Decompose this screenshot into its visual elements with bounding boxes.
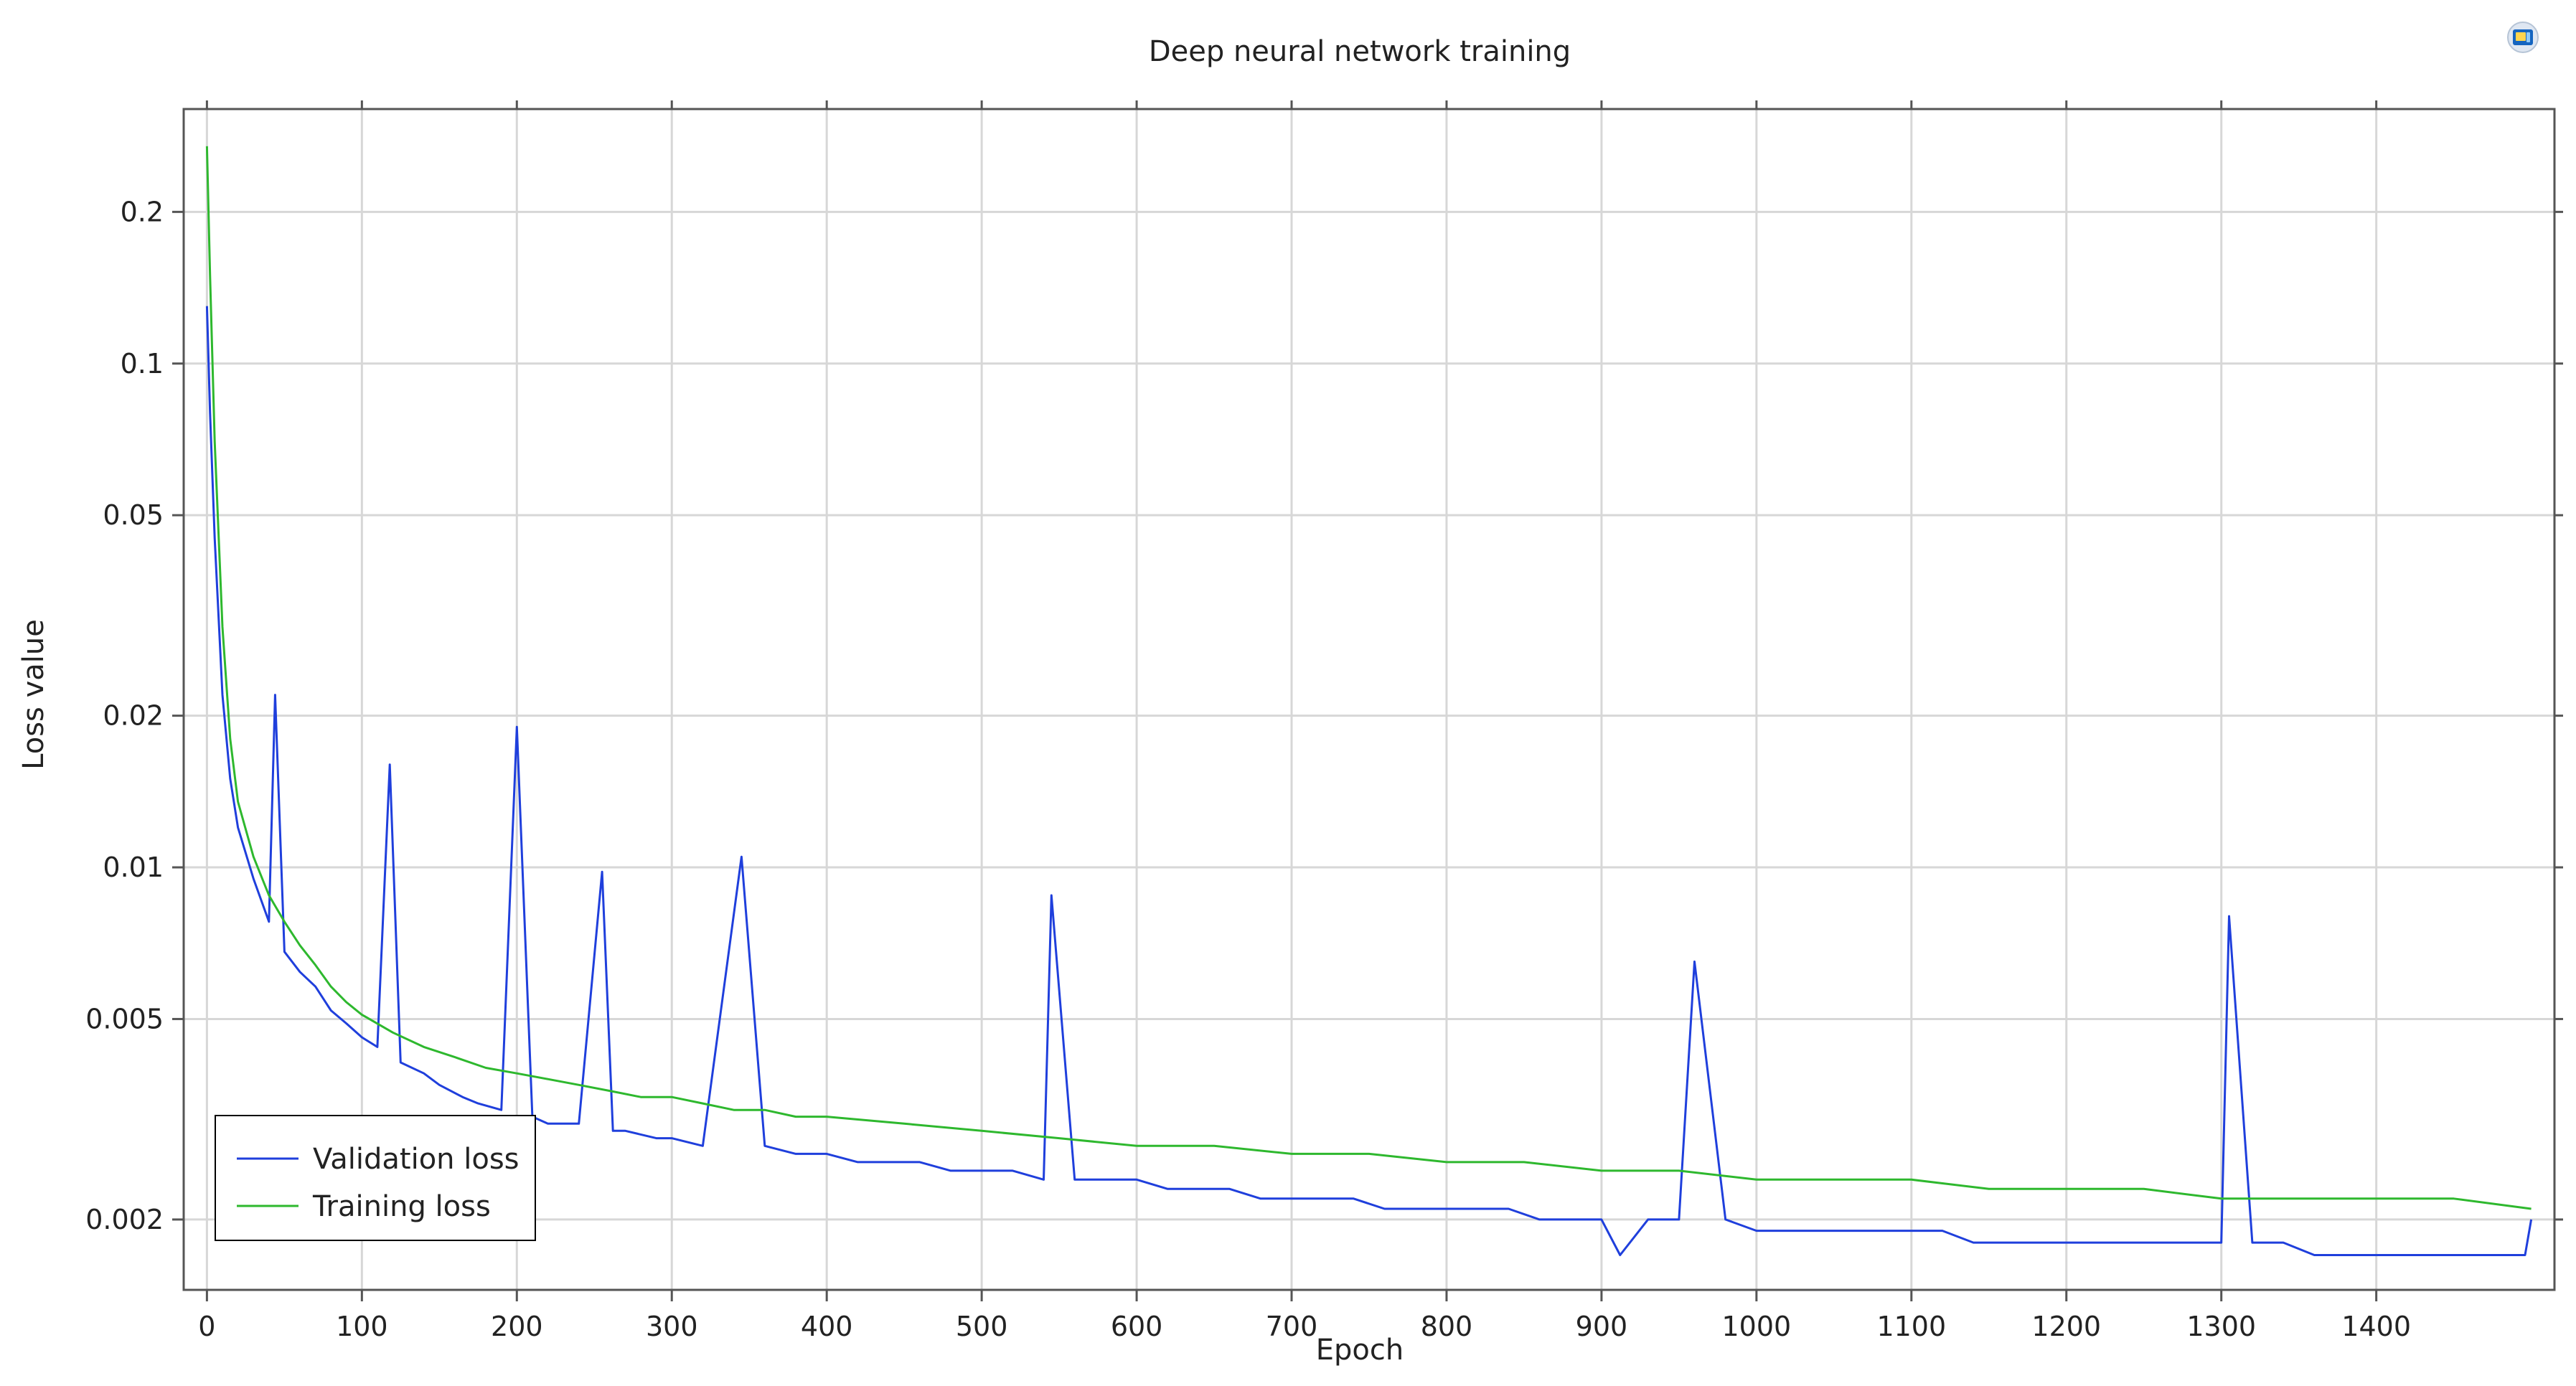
validation-loss-line	[205, 306, 2533, 1256]
x-tick-label: 400	[801, 1311, 853, 1342]
y-tick-label: 0.05	[103, 499, 164, 531]
y-axis-title: Loss value	[17, 619, 50, 770]
x-tick-label: 500	[956, 1311, 1008, 1342]
export-image-icon[interactable]	[2507, 22, 2539, 53]
grid	[184, 109, 2554, 1290]
x-tick-label: 300	[646, 1311, 698, 1342]
x-tick-label: 700	[1266, 1311, 1318, 1342]
x-tick-label: 900	[1576, 1311, 1628, 1342]
chart-title: Deep neural network training	[1149, 35, 1571, 68]
x-tick-label: 600	[1111, 1311, 1163, 1342]
plot-frame	[182, 108, 2556, 1291]
legend: Validation loss Training loss	[215, 1115, 536, 1241]
y-tick-label: 0.01	[103, 852, 164, 883]
x-tick-label: 1400	[2341, 1311, 2411, 1342]
series-layer	[205, 146, 2533, 1256]
x-tick-label: 1300	[2186, 1311, 2256, 1342]
x-axis-title: Epoch	[1316, 1334, 1404, 1367]
x-tick-label: 1000	[1722, 1311, 1792, 1342]
legend-box	[215, 1115, 536, 1241]
axes: 0 100 200 300 400 500 600 700 800 900 1000 1100 1200…	[85, 100, 2563, 1342]
y-tick-label: 0.002	[85, 1204, 164, 1235]
y-tick-label: 0.1	[121, 348, 164, 380]
x-tick-label: 100	[336, 1311, 388, 1342]
x-tick-label: 1200	[2031, 1311, 2101, 1342]
y-tick-label: 0.005	[85, 1003, 164, 1034]
legend-label-validation: Validation loss	[313, 1143, 520, 1176]
x-tick-label: 0	[198, 1311, 215, 1342]
legend-label-training: Training loss	[312, 1190, 491, 1223]
training-loss-line	[205, 146, 2532, 1210]
x-tick-label: 200	[491, 1311, 543, 1342]
x-tick-label: 800	[1421, 1311, 1473, 1342]
y-tick-label: 0.02	[103, 700, 164, 732]
x-tick-label: 1100	[1876, 1311, 1946, 1342]
y-tick-label: 0.2	[121, 196, 164, 227]
